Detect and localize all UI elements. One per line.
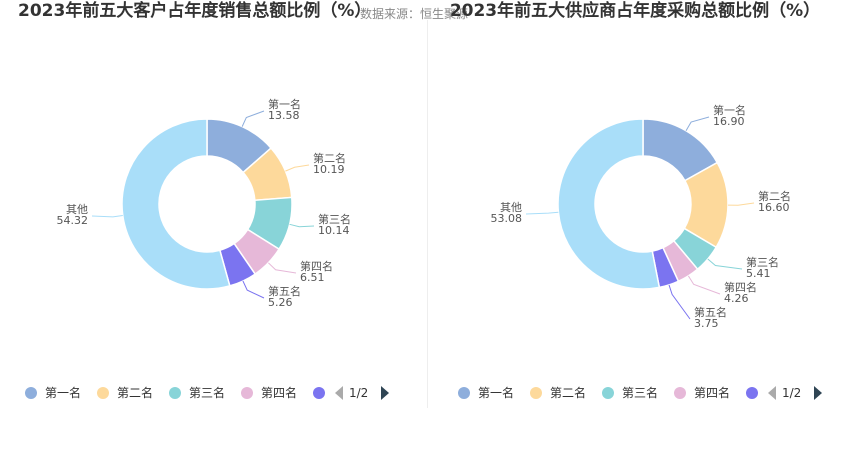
label-leader-line	[91, 215, 123, 218]
chart-title-customers: 2023年前五大客户占年度销售总额比例（%）	[18, 1, 372, 21]
slice-value-label: 53.08	[491, 212, 523, 225]
legend-item-label[interactable]: 第四名	[261, 385, 297, 400]
legend-prev-page-icon[interactable]	[335, 386, 343, 400]
legend-item-label[interactable]: 第一名	[45, 385, 81, 400]
slice-value-label: 5.26	[268, 296, 293, 309]
slice-value-label: 6.51	[300, 271, 325, 284]
label-leader-line	[685, 116, 710, 131]
slice-value-label: 16.90	[713, 115, 745, 128]
legend-marker[interactable]	[602, 387, 614, 399]
slice-name-label: 其他	[66, 203, 88, 216]
slice-name-label: 第五名	[694, 305, 727, 319]
slice-name-label: 第二名	[313, 151, 346, 165]
legend-marker[interactable]	[530, 387, 542, 399]
slice-value-label: 5.41	[746, 267, 771, 280]
legend-item-label[interactable]: 第一名	[478, 385, 514, 400]
panel-divider	[427, 20, 428, 408]
slice-name-label: 其他	[500, 201, 522, 214]
slice-value-label: 54.32	[57, 214, 89, 227]
donut-chart-customers: 第一名13.58第二名10.19第三名10.14第四名6.51第五名5.26其他…	[25, 97, 389, 400]
slice-name-label: 第四名	[300, 259, 333, 273]
legend-item-label[interactable]: 第三名	[622, 385, 658, 400]
slice-value-label: 10.14	[318, 224, 350, 237]
label-leader-line	[242, 280, 265, 299]
legend-prev-page-icon[interactable]	[768, 386, 776, 400]
donut-slice[interactable]	[121, 118, 231, 290]
legend-marker[interactable]	[25, 387, 37, 399]
legend-item-label[interactable]: 第二名	[550, 385, 586, 400]
legend-item-label[interactable]: 第三名	[189, 385, 225, 400]
legend-marker[interactable]	[313, 387, 325, 399]
legend-item-label[interactable]: 第二名	[117, 385, 153, 400]
legend-page-indicator: 1/2	[782, 386, 801, 400]
slice-name-label: 第一名	[713, 103, 746, 117]
label-leader-line	[289, 223, 315, 228]
slice-name-label: 第五名	[268, 284, 301, 298]
slice-value-label: 13.58	[268, 109, 300, 122]
label-leader-line	[241, 110, 265, 127]
slice-name-label: 第三名	[746, 255, 779, 269]
legend-next-page-icon[interactable]	[381, 386, 389, 400]
slice-name-label: 第二名	[758, 189, 791, 203]
legend-next-page-icon[interactable]	[814, 386, 822, 400]
chart-title-suppliers: 2023年前五大供应商占年度采购总额比例（%）	[449, 1, 821, 21]
slice-value-label: 10.19	[313, 163, 345, 176]
donut-chart-suppliers: 第一名16.90第二名16.60第三名5.41第四名4.26第五名3.75其他5…	[458, 103, 822, 400]
legend-marker[interactable]	[169, 387, 181, 399]
slice-name-label: 第三名	[318, 212, 351, 226]
slice-value-label: 16.60	[758, 201, 790, 214]
label-leader-line	[525, 211, 559, 215]
source-label: 数据来源：恒生聚源	[360, 7, 469, 21]
donut-slice[interactable]	[557, 118, 661, 290]
slice-name-label: 第四名	[724, 280, 757, 294]
legend-marker[interactable]	[97, 387, 109, 399]
slice-value-label: 4.26	[724, 292, 749, 305]
label-leader-line	[268, 262, 297, 274]
legend-marker[interactable]	[241, 387, 253, 399]
slice-value-label: 3.75	[694, 317, 719, 330]
label-leader-line	[687, 275, 721, 295]
legend-page-indicator: 1/2	[349, 386, 368, 400]
legend-marker[interactable]	[458, 387, 470, 399]
slice-name-label: 第一名	[268, 97, 301, 111]
legend-marker[interactable]	[674, 387, 686, 399]
legend-item-label[interactable]: 第四名	[694, 385, 730, 400]
label-leader-line	[727, 202, 755, 206]
label-leader-line	[707, 258, 743, 270]
legend-marker[interactable]	[746, 387, 758, 399]
label-leader-line	[668, 284, 691, 320]
label-leader-line	[285, 164, 310, 172]
